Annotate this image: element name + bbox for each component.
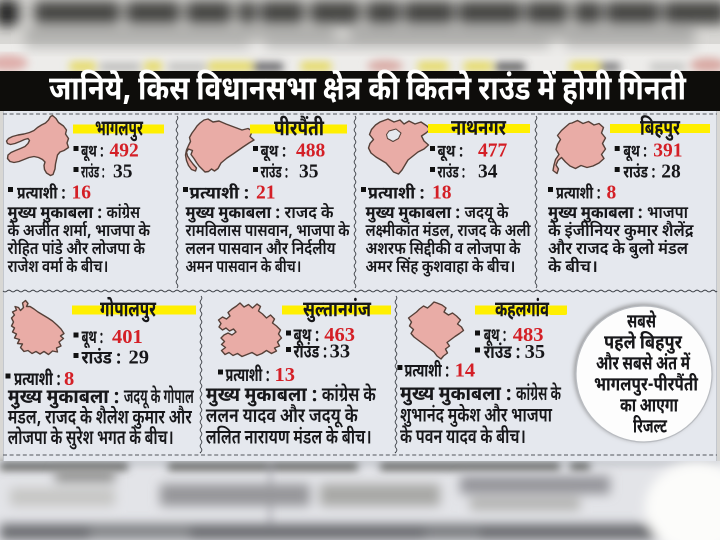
svg-text:463: 463 <box>324 324 355 346</box>
svg-text:21: 21 <box>256 183 276 204</box>
svg-text:35: 35 <box>113 162 133 183</box>
svg-text:483: 483 <box>513 324 544 346</box>
svg-text:33: 33 <box>330 341 351 363</box>
svg-text:35: 35 <box>299 162 319 183</box>
svg-text:488: 488 <box>296 141 326 162</box>
svg-text:391: 391 <box>653 141 682 162</box>
svg-text:29: 29 <box>129 347 150 369</box>
svg-text:35: 35 <box>525 341 546 363</box>
svg-text:18: 18 <box>432 183 452 204</box>
svg-text:492: 492 <box>110 141 139 162</box>
svg-text:13: 13 <box>275 364 296 386</box>
svg-text:401: 401 <box>112 326 143 348</box>
svg-text:477: 477 <box>478 141 508 162</box>
svg-text:14: 14 <box>455 360 476 382</box>
svg-text:16: 16 <box>72 183 92 204</box>
svg-text:34: 34 <box>478 162 498 183</box>
svg-text:8: 8 <box>64 368 74 390</box>
svg-text:8: 8 <box>607 183 617 204</box>
svg-text:28: 28 <box>661 162 681 183</box>
